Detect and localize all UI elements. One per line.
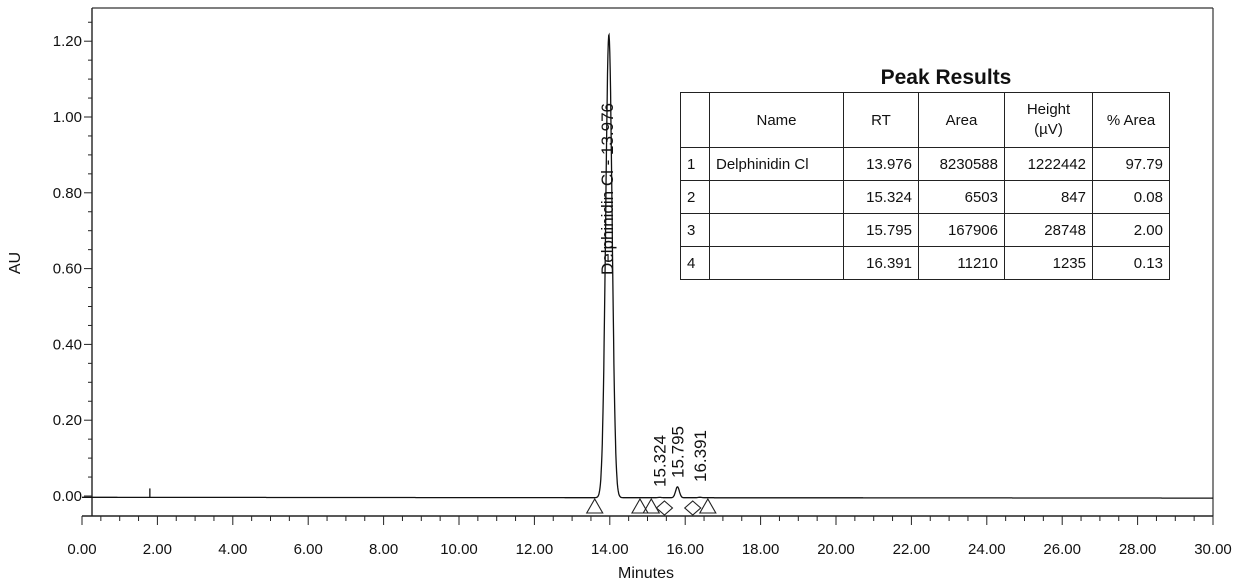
integration-start-marker: [698, 497, 717, 514]
integration-drop-marker: [683, 500, 702, 516]
cell-name: [709, 180, 844, 214]
cell-rt: 15.795: [843, 213, 919, 247]
table-row: 4 16.391 11210 1235 0.13: [680, 246, 1170, 280]
cell-percent-area: 0.08: [1092, 180, 1170, 214]
peak-label: Delphinidin Cl - 13.976: [598, 103, 617, 275]
table-row: 3 15.795 167906 28748 2.00: [680, 213, 1170, 247]
x-tick-label: 10.00: [440, 541, 478, 558]
cell-area: 167906: [918, 213, 1005, 247]
x-tick-label: 4.00: [218, 541, 247, 558]
x-axis-label: Minutes: [618, 565, 674, 581]
x-tick-label: 26.00: [1043, 541, 1081, 558]
cell-percent-area: 0.13: [1092, 246, 1170, 280]
cell-height: 28748: [1004, 213, 1093, 247]
peak-results-header-row: Name RT Area Height (µV) % Area: [680, 92, 1170, 148]
y-axis-label: AU: [7, 252, 24, 274]
integration-start-marker: [642, 497, 661, 514]
cell-rt: 15.324: [843, 180, 919, 214]
header-area: Area: [918, 92, 1005, 148]
cell-area: 11210: [918, 246, 1005, 280]
cell-name: [709, 213, 844, 247]
x-tick-label: 12.00: [516, 541, 554, 558]
y-tick-label: 0.60: [53, 261, 82, 278]
cell-height: 1235: [1004, 246, 1093, 280]
x-tick-label: 8.00: [369, 541, 398, 558]
x-tick-label: 2.00: [143, 541, 172, 558]
y-tick-label: 1.00: [53, 109, 82, 126]
x-tick-label: 24.00: [968, 541, 1006, 558]
y-tick-label: 1.20: [53, 33, 82, 50]
x-tick-label: 6.00: [294, 541, 323, 558]
x-tick-label: 0.00: [67, 541, 96, 558]
cell-index: 2: [680, 180, 710, 214]
cell-percent-area: 97.79: [1092, 147, 1170, 181]
chromatogram-trace: [82, 32, 1213, 499]
header-height: Height (µV): [1004, 92, 1093, 148]
cell-rt: 13.976: [843, 147, 919, 181]
integration-drop-marker: [655, 500, 674, 516]
peak-label: 15.324: [651, 435, 670, 487]
y-tick-label: 0.20: [53, 412, 82, 429]
x-tick-label: 30.00: [1194, 541, 1232, 558]
x-tick-label: 14.00: [591, 541, 629, 558]
cell-rt: 16.391: [843, 246, 919, 280]
header-rt: RT: [843, 92, 919, 148]
y-tick-label: 0.80: [53, 185, 82, 202]
integration-marker-layer: [585, 497, 717, 516]
x-tick-label: 20.00: [817, 541, 855, 558]
header-index: [680, 92, 710, 148]
header-percent-area: % Area: [1092, 92, 1170, 148]
header-name: Name: [709, 92, 844, 148]
integration-start-marker: [631, 497, 649, 514]
integration-start-marker: [585, 497, 604, 514]
x-tick-label: 18.00: [742, 541, 780, 558]
cell-index: 3: [680, 213, 710, 247]
chromatogram-trace-layer: [82, 32, 1213, 499]
y-tick-label: 0.40: [53, 336, 82, 353]
cell-index: 4: [680, 246, 710, 280]
x-tick-label: 22.00: [893, 541, 931, 558]
cell-area: 6503: [918, 180, 1005, 214]
x-tick-label: 16.00: [666, 541, 704, 558]
cell-area: 8230588: [918, 147, 1005, 181]
cell-name: Delphinidin Cl: [709, 147, 844, 181]
peak-results-table: Name RT Area Height (µV) % Area 1 Delphi…: [680, 92, 1170, 280]
table-row: 1 Delphinidin Cl 13.976 8230588 1222442 …: [680, 147, 1170, 181]
cell-height: 847: [1004, 180, 1093, 214]
cell-index: 1: [680, 147, 710, 181]
y-axis: 0.00 0.20 0.40 0.60 0.80 1.00 1.20: [53, 21, 92, 505]
x-tick-label: 28.00: [1119, 541, 1157, 558]
cell-height: 1222442: [1004, 147, 1093, 181]
table-row: 2 15.324 6503 847 0.08: [680, 180, 1170, 214]
x-axis: 0.00 2.00 4.00 6.00 8.00 10.00 12.00 14.00 16.00…: [67, 516, 1232, 558]
cell-name: [709, 246, 844, 280]
peak-results-title: Peak Results: [880, 66, 1012, 89]
y-tick-label: 0.00: [53, 488, 82, 505]
peak-label: 15.795: [668, 426, 687, 478]
cell-percent-area: 2.00: [1092, 213, 1170, 247]
peak-label: 16.391: [691, 430, 710, 482]
